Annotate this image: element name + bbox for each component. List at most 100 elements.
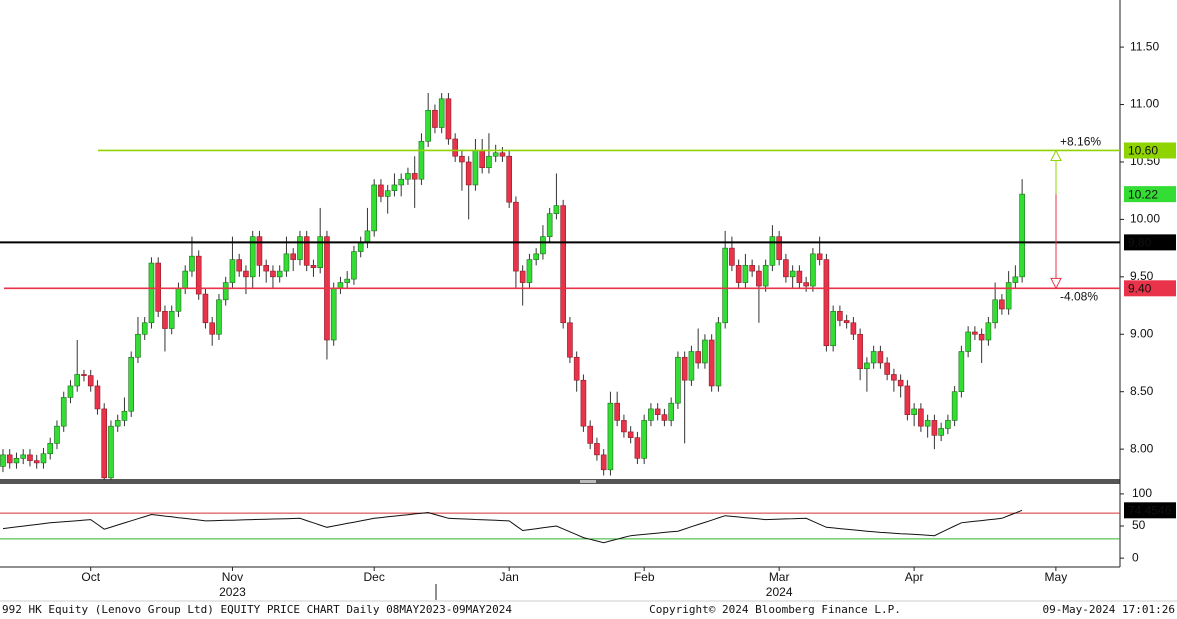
candle-body <box>276 270 283 278</box>
candle-body <box>168 310 175 329</box>
candle-body <box>911 408 917 415</box>
candle-body <box>283 253 290 272</box>
candle-body <box>182 270 189 289</box>
candle-body <box>148 262 155 324</box>
candle-body <box>337 282 344 289</box>
candle-body <box>702 339 708 364</box>
candle-body <box>762 265 769 287</box>
year-label: 2023 <box>219 585 246 599</box>
candle-body <box>600 454 607 471</box>
candle-body <box>695 351 701 364</box>
candle-body <box>27 454 33 461</box>
candle-body <box>6 454 13 464</box>
candle-body <box>445 98 452 140</box>
candle-body <box>546 213 553 237</box>
candle-body <box>708 339 715 387</box>
candle-body <box>310 265 317 268</box>
candle-body <box>533 253 539 260</box>
candle-body <box>141 322 148 335</box>
candle-body <box>209 322 216 335</box>
year-label: 2024 <box>766 585 793 599</box>
y-tick-label: 10.00 <box>1130 212 1160 226</box>
candle-body <box>222 282 229 301</box>
candle-body <box>587 425 593 444</box>
candle-body <box>459 155 465 163</box>
candle-body <box>661 414 668 421</box>
level-label: 9.80 <box>1128 236 1152 250</box>
level-box <box>1124 280 1176 297</box>
candle-body <box>567 322 573 358</box>
x-tick-label: Oct <box>81 570 100 584</box>
y-tick-label: 8.00 <box>1130 441 1154 455</box>
candle-body <box>398 178 404 186</box>
separator-grip <box>580 480 596 483</box>
candle-body <box>135 333 141 358</box>
candle-body <box>317 236 323 268</box>
x-tick-label: Feb <box>634 570 655 584</box>
candle-body <box>391 184 398 191</box>
candle-body <box>742 265 749 283</box>
level-box <box>1124 234 1176 251</box>
y-tick-label: 0 <box>1132 550 1139 564</box>
x-tick-label: Nov <box>222 570 243 584</box>
candle-body <box>823 259 830 347</box>
candle-body <box>13 458 20 464</box>
candle-body <box>506 155 512 203</box>
candle-body <box>128 356 135 412</box>
candle-body <box>344 278 350 283</box>
candle-body <box>411 173 418 180</box>
candle-body <box>560 205 566 324</box>
candle-body <box>378 184 384 197</box>
candle-body <box>668 402 674 421</box>
candle-body <box>776 236 782 260</box>
x-tick-label: Dec <box>364 570 385 584</box>
y-tick-label: 100 <box>1132 486 1152 500</box>
candle-body <box>722 247 728 324</box>
candle-body <box>580 379 587 427</box>
candle-body <box>94 385 101 410</box>
candle-body <box>681 356 688 381</box>
candle-body <box>67 385 74 398</box>
rsi-line <box>2 509 1023 544</box>
candle-body <box>405 173 411 180</box>
candle-body <box>438 98 445 128</box>
x-tick-label: Mar <box>769 570 790 584</box>
candle-body <box>978 333 985 341</box>
candle-body <box>108 425 114 479</box>
candle-body <box>499 152 506 157</box>
last-price-box <box>1124 186 1176 203</box>
candle-body <box>60 397 67 427</box>
candle-body <box>81 374 87 376</box>
candle-body <box>810 253 816 287</box>
candle-body <box>675 356 681 404</box>
candle-body <box>1012 276 1019 283</box>
x-tick-label: Jan <box>499 570 518 584</box>
candle-body <box>958 351 965 393</box>
candle-body <box>688 351 695 381</box>
candle-body <box>904 385 911 415</box>
candle-body <box>749 265 755 272</box>
candle-body <box>263 265 269 272</box>
candle-body <box>243 270 249 278</box>
candle-body <box>897 379 904 387</box>
candle-body <box>614 402 620 421</box>
candle-body <box>472 150 479 186</box>
candle-body <box>715 322 722 387</box>
candle-body <box>479 150 485 169</box>
candle-body <box>972 331 978 335</box>
level-label: 10.60 <box>1128 144 1158 158</box>
candle-body <box>891 374 897 381</box>
candle-body <box>864 362 870 370</box>
move-note: -4.08% <box>1060 289 1098 303</box>
candle-body <box>47 443 54 455</box>
candle-body <box>297 236 303 260</box>
candle-body <box>796 270 803 283</box>
move-note: +8.16% <box>1060 135 1101 149</box>
candle-body <box>155 262 162 312</box>
candle-body <box>627 431 634 438</box>
candle-body <box>121 410 128 421</box>
x-tick-label: Apr <box>905 570 924 584</box>
candle-body <box>452 138 458 157</box>
candle-body <box>0 454 6 467</box>
